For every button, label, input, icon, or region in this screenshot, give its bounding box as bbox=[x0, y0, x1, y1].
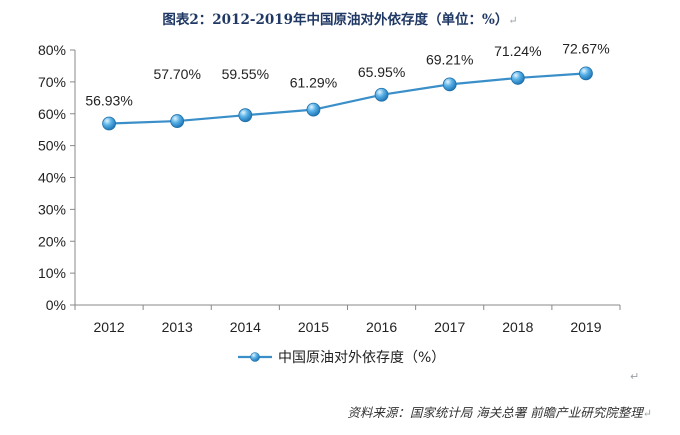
data-point bbox=[510, 71, 525, 85]
paragraph-mark-icon: ↵ bbox=[630, 370, 640, 383]
y-tick-label: 60% bbox=[38, 106, 66, 122]
y-tick-label: 40% bbox=[38, 170, 66, 186]
y-tick-label: 0% bbox=[46, 297, 66, 313]
y-tick-label: 70% bbox=[38, 74, 66, 90]
data-label: 71.24% bbox=[494, 43, 541, 59]
data-point bbox=[238, 108, 253, 123]
x-tick-label: 2014 bbox=[230, 319, 261, 335]
data-label: 57.70% bbox=[153, 66, 200, 82]
data-point bbox=[306, 102, 321, 117]
data-label: 69.21% bbox=[426, 51, 473, 67]
y-tick-label: 50% bbox=[38, 138, 66, 154]
data-label: 65.95% bbox=[358, 64, 405, 80]
legend-marker bbox=[250, 352, 260, 362]
legend-label: 中国原油对外依存度（%） bbox=[278, 350, 445, 366]
y-tick-label: 10% bbox=[38, 265, 66, 281]
x-tick-label: 2015 bbox=[298, 319, 329, 335]
source-note: 资料来源：国家统计局 海关总署 前瞻产业研究院整理↵ bbox=[347, 405, 652, 420]
series-line bbox=[109, 72, 587, 125]
paragraph-mark-icon: ↵ bbox=[642, 407, 652, 420]
data-point bbox=[374, 87, 389, 102]
legend: 中国原油对外依存度（%） bbox=[238, 350, 445, 366]
data-label: 72.67% bbox=[562, 40, 609, 56]
x-tick-label: 2013 bbox=[162, 319, 193, 335]
chart-title: 图表2：2012-2019年中国原油对外依存度（单位：%）↵ bbox=[162, 12, 518, 28]
y-tick-label: 30% bbox=[38, 201, 66, 217]
y-tick-label: 80% bbox=[38, 42, 66, 58]
data-label: 61.29% bbox=[290, 75, 337, 91]
x-tick-label: 2016 bbox=[366, 319, 397, 335]
data-label: 59.55% bbox=[222, 66, 269, 82]
paragraph-mark-icon: ↵ bbox=[508, 14, 518, 27]
x-tick-label: 2012 bbox=[93, 319, 124, 335]
y-tick-label: 20% bbox=[38, 233, 66, 249]
data-point bbox=[442, 77, 457, 92]
x-tick-label: 2019 bbox=[570, 319, 601, 335]
data-point bbox=[102, 116, 116, 131]
data-point bbox=[579, 66, 593, 81]
x-tick-label: 2017 bbox=[434, 319, 465, 335]
x-tick-label: 2018 bbox=[502, 319, 533, 335]
data-point bbox=[170, 114, 185, 128]
data-label: 56.93% bbox=[85, 93, 132, 109]
